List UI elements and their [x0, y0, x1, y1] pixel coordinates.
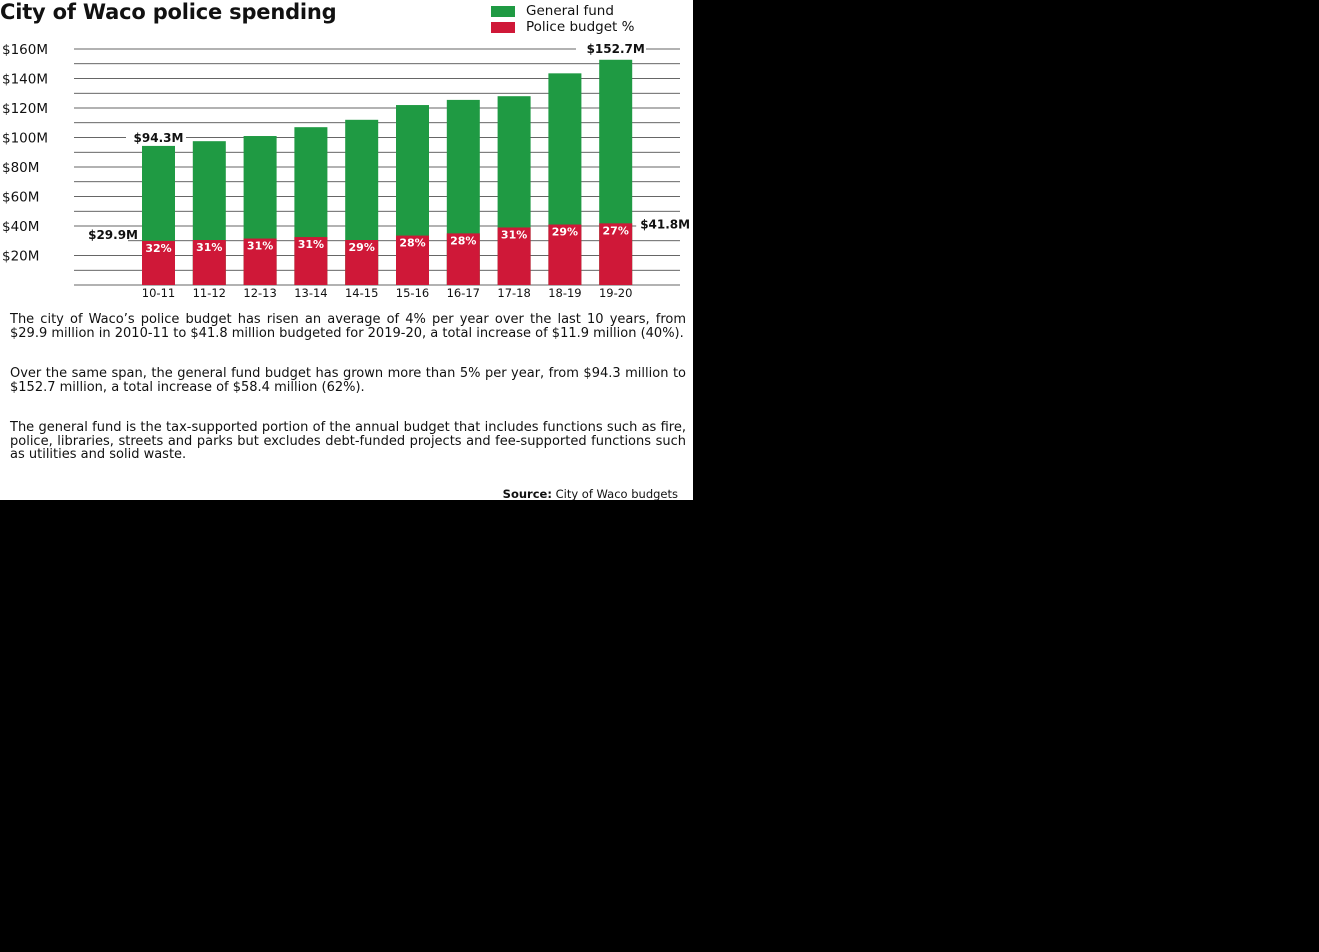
bar-percent-label: 31% — [196, 241, 222, 254]
legend-label-general-fund: General fund — [526, 3, 614, 19]
legend-item-police-budget: Police budget % — [491, 19, 634, 35]
legend-swatch-general-fund — [491, 5, 515, 17]
annotation-last-general: $152.7M — [587, 42, 645, 56]
y-tick-label: $40M — [2, 219, 39, 235]
x-tick-label: 14-15 — [345, 286, 378, 300]
x-tick-label: 15-16 — [396, 286, 429, 300]
y-tick-label: $20M — [2, 249, 39, 265]
annotation-first-police: $29.9M — [88, 228, 138, 242]
paragraph-general-fund: Over the same span, the general fund bud… — [10, 366, 686, 395]
source-label: Source: — [502, 487, 552, 500]
y-tick-label: $140M — [2, 72, 48, 88]
bar-percent-label: 31% — [501, 228, 527, 241]
bar-percent-label: 31% — [298, 238, 324, 251]
x-tick-label: 19-20 — [599, 286, 632, 300]
x-tick-label: 16-17 — [447, 286, 480, 300]
bar-police-budget — [243, 238, 277, 285]
y-tick-label: $60M — [2, 190, 39, 206]
bar-police-budget — [396, 235, 429, 285]
annotation-bg — [126, 129, 186, 144]
y-tick-label: $80M — [2, 160, 39, 176]
annotation-bg — [576, 40, 646, 55]
bar-police-budget — [192, 240, 226, 285]
bar-police-budget — [446, 233, 480, 285]
bar-police-budget — [599, 223, 633, 285]
legend-swatch-police-budget — [491, 21, 515, 33]
bar-percent-label: 31% — [247, 240, 273, 253]
x-tick-label: 11-12 — [193, 286, 226, 300]
paragraph-police-budget: The city of Waco’s police budget has ris… — [10, 312, 686, 341]
bar-percent-label: 28% — [399, 237, 425, 250]
x-tick-label: 12-13 — [243, 286, 276, 300]
y-tick-label: $120M — [2, 101, 48, 117]
annotation-bg — [68, 226, 128, 242]
bar-police-budget — [497, 227, 531, 285]
bar-percent-label: 28% — [450, 234, 476, 247]
bar-police-budget — [548, 224, 582, 285]
legend-item-general-fund: General fund — [491, 3, 614, 19]
bar-police-budget — [294, 237, 328, 285]
y-tick-label: $100M — [2, 131, 48, 147]
legend-label-police-budget: Police budget % — [526, 19, 635, 35]
paragraph-definition: The general fund is the tax-supported po… — [10, 420, 686, 462]
x-tick-label: 18-19 — [548, 286, 581, 300]
x-tick-label: 13-14 — [294, 286, 327, 300]
bar-percent-label: 29% — [552, 226, 578, 239]
bar-percent-label: 27% — [603, 224, 629, 237]
chart-panel: $20M $40M $60M $80M $100M $120M $140M $160M 32% 1… — [0, 0, 693, 500]
annotation-bg — [636, 217, 693, 233]
bar-percent-label: 32% — [145, 242, 171, 255]
y-tick-label: $160M — [2, 42, 48, 58]
annotation-last-police: $41.8M — [640, 217, 690, 231]
bar-police-budget — [142, 240, 175, 285]
chart-title: City of Waco police spending — [0, 0, 337, 24]
source-note: Source: City of Waco budgets — [503, 487, 678, 500]
annotation-first-general: $94.3M — [134, 131, 184, 145]
x-tick-label: 17-18 — [497, 286, 530, 300]
bar-percent-label: 29% — [349, 241, 375, 254]
chart-plot: $20M $40M $60M $80M $100M $120M $140M $160M 32% 1… — [2, 40, 693, 300]
bar-police-budget — [345, 240, 379, 285]
source-text: City of Waco budgets — [555, 487, 678, 500]
x-tick-label: 10-11 — [142, 286, 175, 300]
